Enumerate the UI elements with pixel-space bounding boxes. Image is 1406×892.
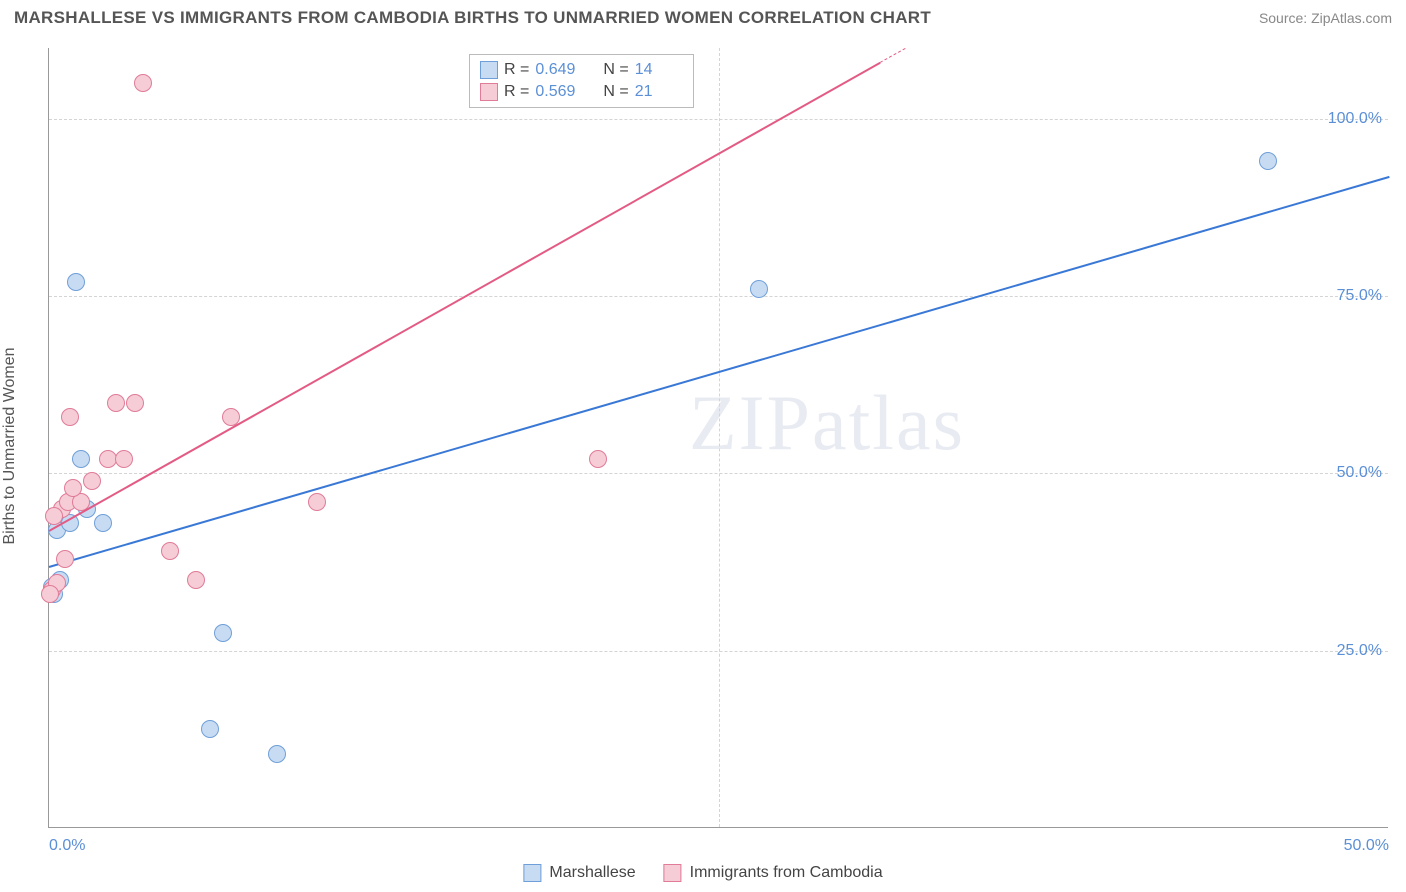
scatter-point <box>201 720 219 738</box>
xtick-label: 50.0% <box>1344 837 1389 855</box>
n-label-1: N = <box>603 81 628 103</box>
legend-item-1: Immigrants from Cambodia <box>664 864 883 882</box>
scatter-point <box>187 571 205 589</box>
scatter-point <box>94 514 112 532</box>
ytick-label: 50.0% <box>1337 464 1382 482</box>
scatter-point <box>41 585 59 603</box>
scatter-point <box>268 745 286 763</box>
scatter-point <box>56 550 74 568</box>
n-value-1: 21 <box>635 81 683 103</box>
legend-item-0: Marshallese <box>523 864 635 882</box>
y-axis-title: Births to Unmarried Women <box>1 347 19 544</box>
scatter-point <box>589 450 607 468</box>
scatter-point <box>161 542 179 560</box>
gridline-v <box>719 48 720 827</box>
stats-row-0: R = 0.649 N = 14 <box>480 59 683 81</box>
series-legend: Marshallese Immigrants from Cambodia <box>523 864 882 882</box>
scatter-point <box>750 280 768 298</box>
scatter-point <box>83 472 101 490</box>
swatch-blue <box>523 864 541 882</box>
scatter-point <box>107 394 125 412</box>
r-label-0: R = <box>504 59 529 81</box>
scatter-point <box>61 408 79 426</box>
trend-line <box>880 48 906 63</box>
n-value-0: 14 <box>635 59 683 81</box>
xtick-label: 0.0% <box>49 837 85 855</box>
swatch-pink <box>480 83 498 101</box>
scatter-point <box>64 479 82 497</box>
r-label-1: R = <box>504 81 529 103</box>
scatter-point <box>126 394 144 412</box>
scatter-point <box>308 493 326 511</box>
chart-title: MARSHALLESE VS IMMIGRANTS FROM CAMBODIA … <box>14 8 931 28</box>
ytick-label: 25.0% <box>1337 642 1382 660</box>
scatter-point <box>67 273 85 291</box>
stats-row-1: R = 0.569 N = 21 <box>480 81 683 103</box>
stats-legend: R = 0.649 N = 14 R = 0.569 N = 21 <box>469 54 694 108</box>
scatter-point <box>115 450 133 468</box>
scatter-point <box>214 624 232 642</box>
swatch-blue <box>480 61 498 79</box>
n-label-0: N = <box>603 59 628 81</box>
ytick-label: 75.0% <box>1337 287 1382 305</box>
legend-label-0: Marshallese <box>549 864 635 882</box>
ytick-label: 100.0% <box>1328 110 1382 128</box>
watermark: ZIPatlas <box>689 378 965 468</box>
legend-label-1: Immigrants from Cambodia <box>690 864 883 882</box>
swatch-pink <box>664 864 682 882</box>
r-value-1: 0.569 <box>535 81 583 103</box>
r-value-0: 0.649 <box>535 59 583 81</box>
plot-area: ZIPatlas R = 0.649 N = 14 R = 0.569 N = … <box>48 48 1388 828</box>
scatter-point <box>1259 152 1277 170</box>
scatter-point <box>72 450 90 468</box>
source-label: Source: ZipAtlas.com <box>1259 10 1392 26</box>
scatter-point <box>134 74 152 92</box>
